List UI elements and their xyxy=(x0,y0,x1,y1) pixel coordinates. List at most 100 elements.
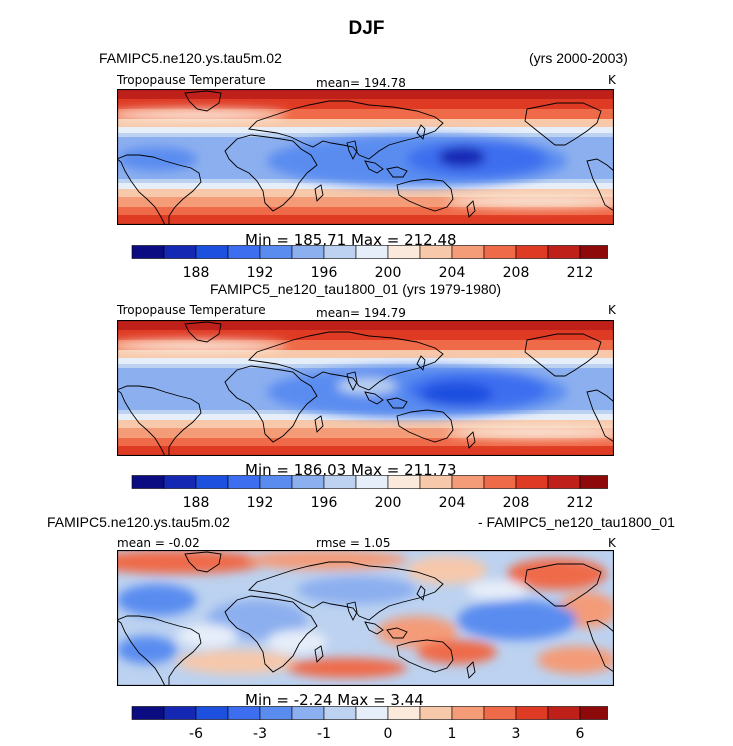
panel2-colorbar: 188 192 196 200 204 208 212 xyxy=(131,475,608,511)
anomaly-blob xyxy=(297,576,417,604)
coastline xyxy=(586,389,614,443)
colorbar-swatch xyxy=(419,475,453,489)
coastline xyxy=(386,397,408,409)
panel2-map xyxy=(117,320,614,456)
colorbar-swatch xyxy=(195,245,229,259)
warm-ridge-sh xyxy=(447,426,614,438)
anomaly-blob xyxy=(117,550,267,574)
warm-anomaly-maritime xyxy=(337,378,397,394)
coastline xyxy=(386,166,408,178)
anomaly-blob xyxy=(247,550,407,570)
anomaly-blob xyxy=(507,558,607,590)
panel1-varname: Tropopause Temperature xyxy=(117,73,266,87)
map-frame xyxy=(117,550,614,686)
colorbar-tick-label: -3 xyxy=(253,726,267,742)
colorbar-swatch xyxy=(163,475,197,489)
panel3-rmse: rmse = 1.05 xyxy=(316,536,391,550)
colorbar-swatch xyxy=(419,706,453,720)
coastline xyxy=(314,184,324,202)
colorbar-swatch xyxy=(451,706,485,720)
colorbar-tick-label: 196 xyxy=(311,495,338,511)
coastline xyxy=(466,661,476,679)
coastline xyxy=(396,178,454,212)
field-band xyxy=(117,414,614,420)
colorbar-tick-label: -6 xyxy=(189,726,203,742)
map-frame xyxy=(117,89,614,225)
anomaly-blob xyxy=(177,650,297,674)
panel1-case-right: (yrs 2000-2003) xyxy=(529,50,628,66)
panel3-colorbar: -6 -3 -1 0 1 3 6 xyxy=(131,706,608,742)
coastline xyxy=(386,627,408,639)
panel1-colorbar: 188 192 196 200 204 208 212 xyxy=(131,245,608,281)
colorbar-swatch xyxy=(195,706,229,720)
colorbar-swatch xyxy=(163,245,197,259)
field-band xyxy=(117,127,614,133)
panel3-case-right: - FAMIPC5_ne120_tau1800_01 xyxy=(478,514,675,530)
field-features xyxy=(117,340,614,438)
coastline xyxy=(364,621,384,635)
colorbar-swatch xyxy=(291,706,325,720)
colorbar-swatch xyxy=(227,706,261,720)
coastline xyxy=(346,140,358,161)
coldest-region xyxy=(438,147,486,167)
colorbar-swatch xyxy=(355,706,389,720)
coastline-group xyxy=(117,321,614,456)
coastline xyxy=(396,409,454,443)
coastline xyxy=(117,615,202,686)
colorbar-tick-label: 208 xyxy=(503,495,530,511)
colorbar-swatch xyxy=(387,706,421,720)
coastline xyxy=(314,645,324,663)
field-band xyxy=(117,215,614,225)
colorbar-swatch xyxy=(515,245,549,259)
field-band xyxy=(117,133,614,137)
field-band xyxy=(117,109,614,119)
colorbar-tick-label: 196 xyxy=(311,265,338,281)
coastline xyxy=(416,355,426,371)
colorbar-tick-label: 188 xyxy=(183,495,210,511)
colorbar-tick-label: 3 xyxy=(512,726,521,742)
cold-region-west xyxy=(117,147,197,171)
panel2-varname: Tropopause Temperature xyxy=(117,303,266,317)
field-band xyxy=(117,428,614,438)
colorbar-swatch xyxy=(259,706,293,720)
colorbar-swatch xyxy=(483,475,517,489)
colorbar-swatch xyxy=(227,245,261,259)
field-band xyxy=(117,446,614,456)
colorbar-tick-label: 204 xyxy=(439,265,466,281)
colorbar-swatch xyxy=(579,706,608,720)
colorbar-swatch xyxy=(131,475,165,489)
colorbar-swatch xyxy=(259,475,293,489)
colorbar-swatch xyxy=(515,475,549,489)
anomaly-blob xyxy=(287,658,407,678)
coastline xyxy=(248,100,444,160)
coastline xyxy=(524,333,602,377)
field-features xyxy=(117,109,614,207)
panel2-units: K xyxy=(608,303,616,317)
coastline-group xyxy=(117,551,614,686)
colorbar-swatch xyxy=(387,475,421,489)
field-band xyxy=(117,207,614,215)
colorbar-swatch xyxy=(483,245,517,259)
coastline xyxy=(224,365,318,443)
colorbar-swatch xyxy=(291,475,325,489)
colorbar-swatch xyxy=(451,475,485,489)
warm-ridge-nh xyxy=(117,340,287,352)
field-band xyxy=(117,119,614,127)
coastline xyxy=(184,90,222,112)
field-band xyxy=(117,358,614,364)
colorbar-tick-label: 188 xyxy=(183,265,210,281)
panel1-minmax: Min = 185.71 Max = 212.48 xyxy=(245,231,457,249)
anomaly-blob xyxy=(417,640,497,664)
colorbar-swatch xyxy=(355,245,389,259)
coastline xyxy=(224,134,318,212)
coastline xyxy=(248,561,444,621)
coastline xyxy=(314,415,324,433)
colorbar-swatch xyxy=(195,475,229,489)
coastline xyxy=(364,391,384,405)
field-band xyxy=(117,89,614,99)
coastline xyxy=(586,158,614,212)
colorbar-swatch xyxy=(259,245,293,259)
coastline xyxy=(184,551,222,573)
colorbar-tick-label: 208 xyxy=(503,265,530,281)
warm-ridge-sh xyxy=(447,195,614,207)
